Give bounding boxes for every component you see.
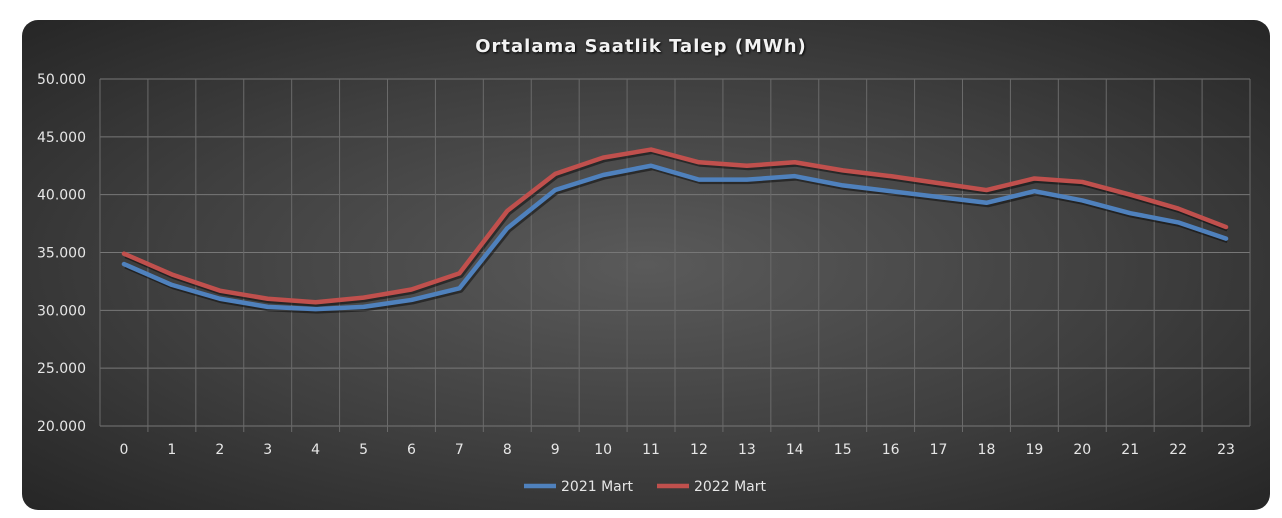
x-tick-label: 0	[119, 442, 128, 458]
x-tick-label: 19	[1025, 442, 1043, 458]
x-tick-label: 23	[1217, 442, 1235, 458]
x-tick-label: 17	[930, 442, 948, 458]
y-tick-label: 35.000	[37, 246, 86, 262]
x-tick-label: 1	[167, 442, 176, 458]
x-tick-label: 12	[690, 442, 708, 458]
x-tick-label: 18	[978, 442, 996, 458]
x-tick-label: 8	[503, 442, 512, 458]
series-line-2021-mart	[121, 163, 1229, 312]
x-tick-label: 6	[407, 442, 416, 458]
x-tick-label: 5	[359, 442, 368, 458]
y-tick-label: 50.000	[37, 72, 86, 88]
y-tick-label: 25.000	[37, 361, 86, 377]
chart-title: Ortalama Saatlik Talep (MWh)	[475, 36, 807, 57]
x-tick-label: 21	[1121, 442, 1139, 458]
x-tick-label: 13	[738, 442, 756, 458]
x-tick-label: 22	[1169, 442, 1187, 458]
y-tick-label: 45.000	[37, 130, 86, 146]
y-tick-label: 30.000	[37, 303, 86, 319]
x-tick-label: 14	[786, 442, 804, 458]
x-tick-label: 10	[594, 442, 612, 458]
y-tick-label: 20.000	[37, 419, 86, 435]
series-shadow	[124, 165, 1229, 314]
x-tick-label: 16	[882, 442, 900, 458]
x-tick-label: 9	[551, 442, 560, 458]
chart-card	[22, 20, 1270, 510]
x-tick-label: 3	[263, 442, 272, 458]
x-tick-label: 2	[215, 442, 224, 458]
legend-label: 2021 Mart	[561, 479, 633, 495]
y-tick-label: 40.000	[37, 188, 86, 204]
x-tick-label: 20	[1073, 442, 1091, 458]
x-tick-label: 15	[834, 442, 852, 458]
series-line-2022-mart	[121, 147, 1229, 305]
legend-label: 2022 Mart	[694, 479, 766, 495]
x-tick-label: 7	[455, 442, 464, 458]
x-tick-label: 4	[311, 442, 320, 458]
x-tick-label: 11	[642, 442, 660, 458]
